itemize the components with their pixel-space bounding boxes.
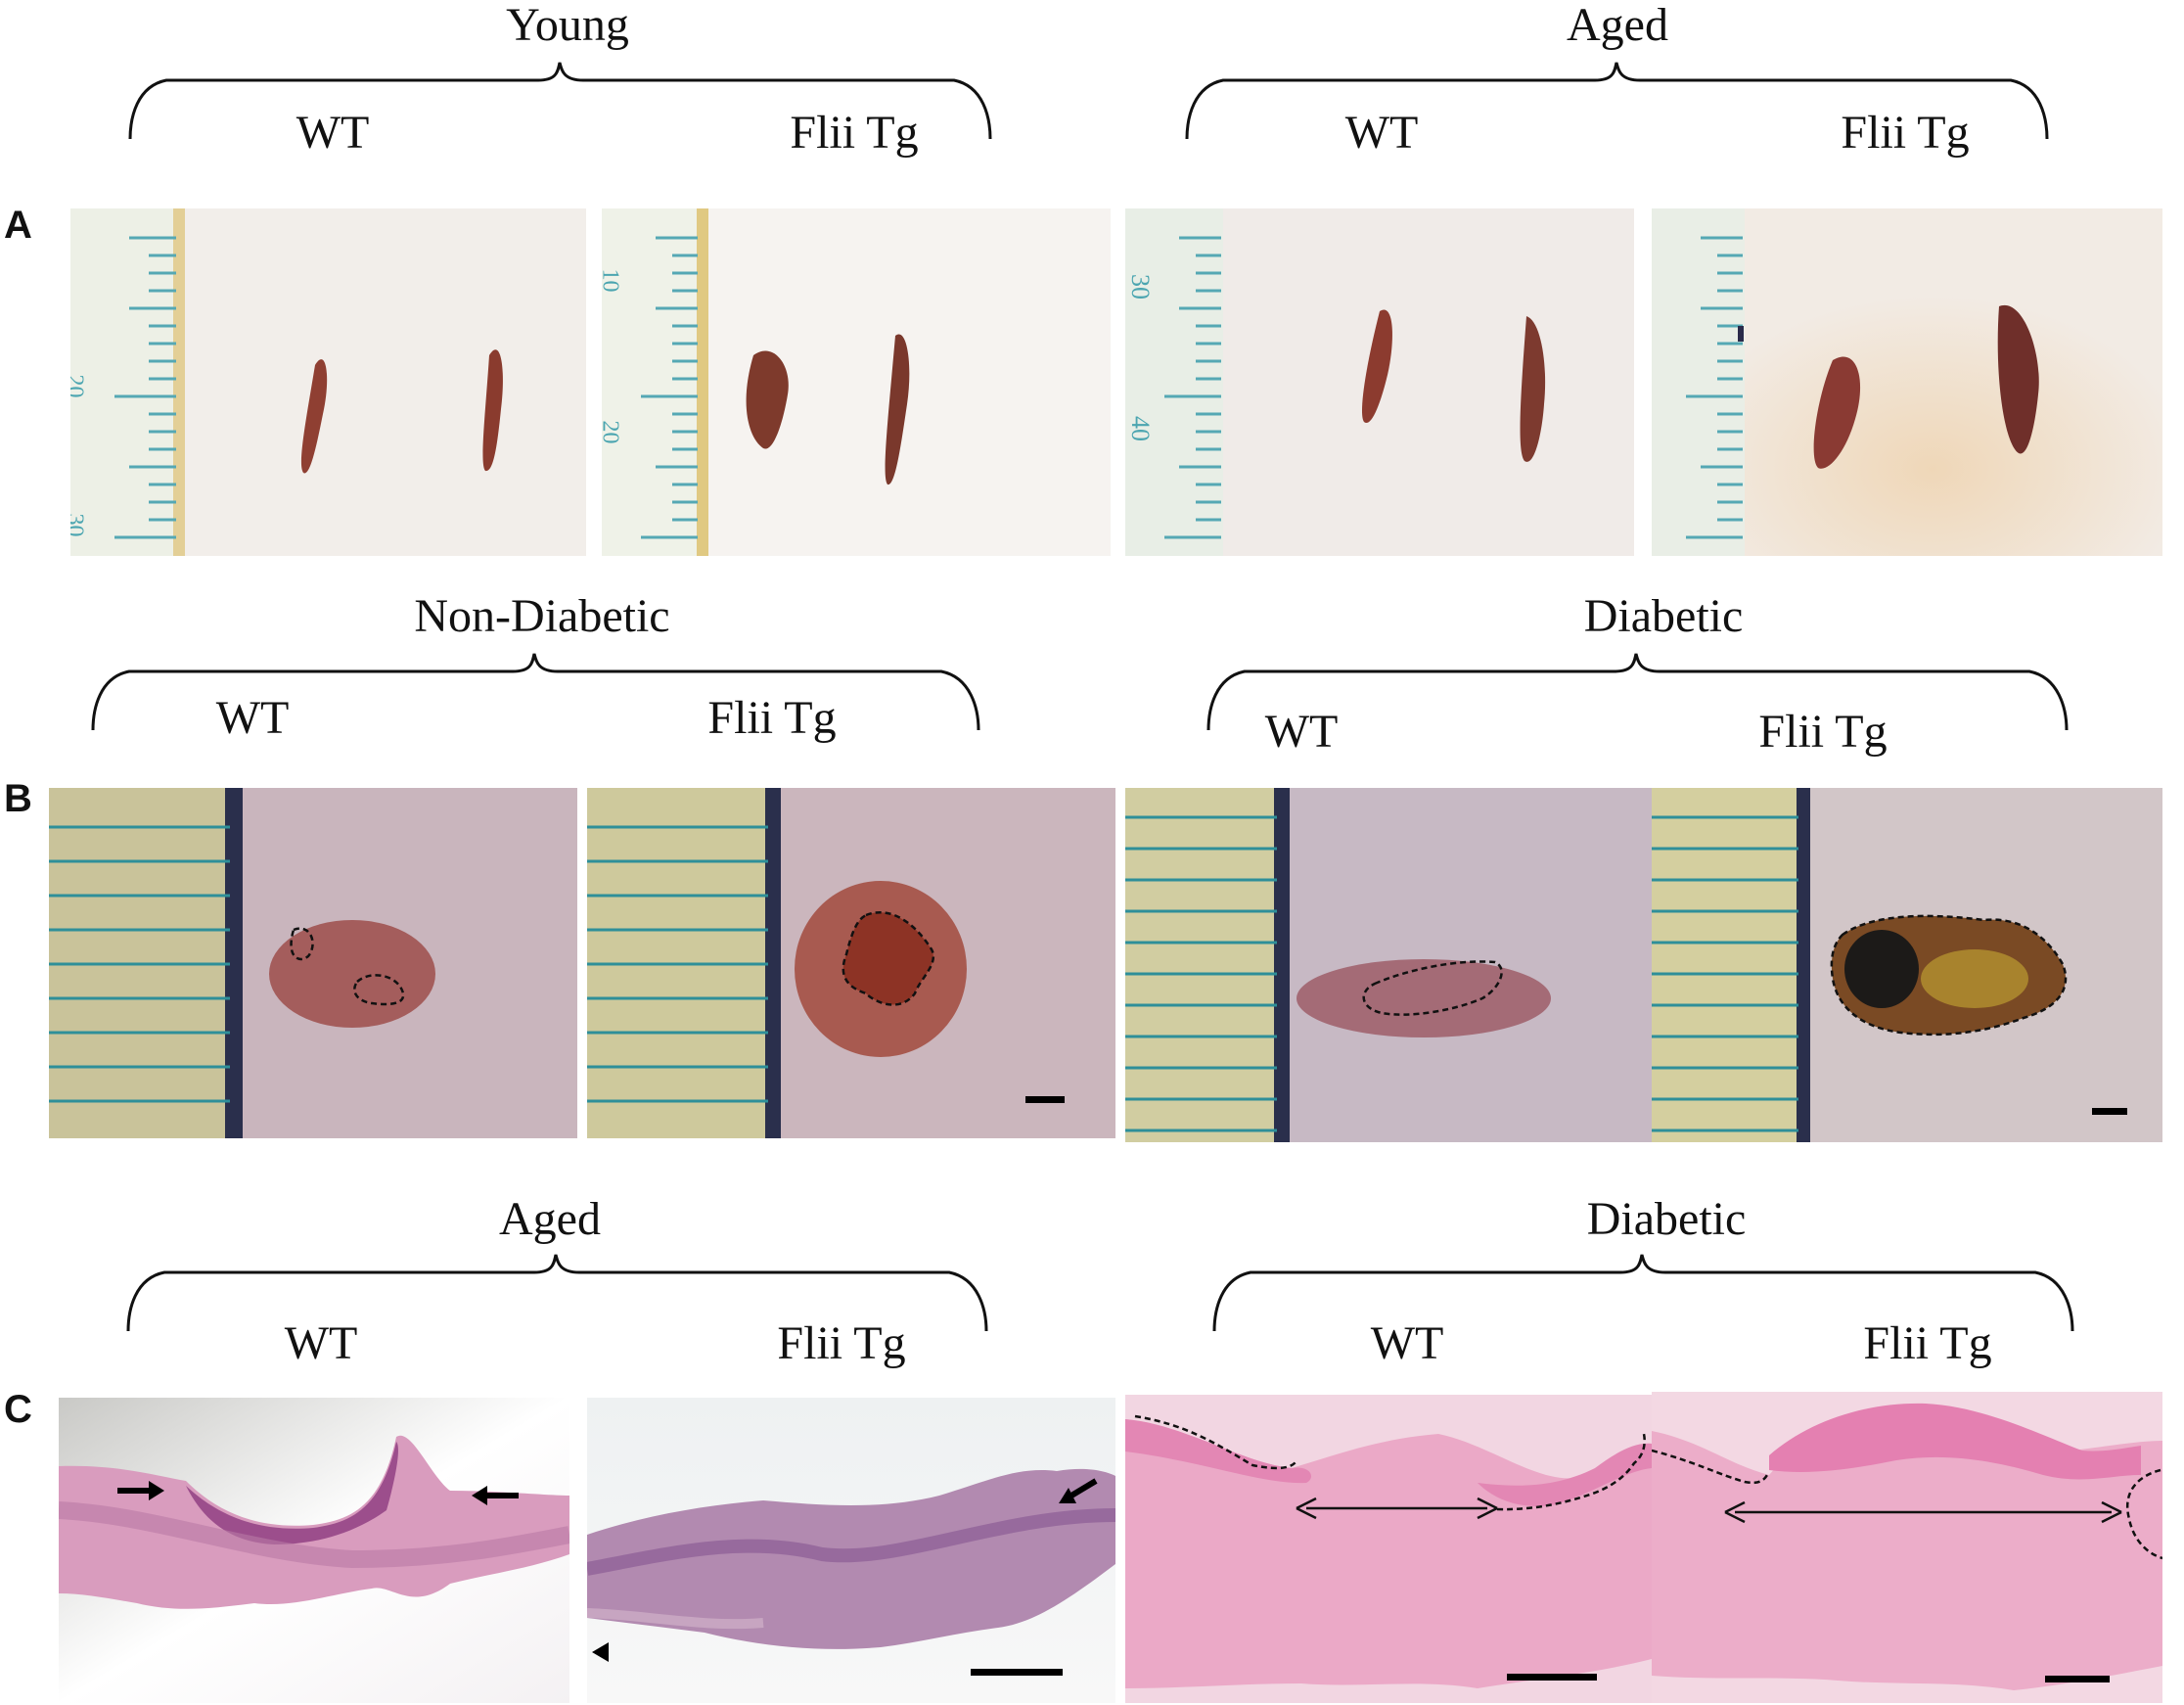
panel-letter-a: A — [4, 204, 32, 247]
col-label-diab-wt: WT — [1264, 706, 1339, 758]
histology-c-diab-wt — [1125, 1395, 1652, 1703]
col-label-young-wt: WT — [296, 107, 370, 159]
photo-b-diab-flii — [1652, 788, 2162, 1142]
panel-letter-c: C — [4, 1388, 32, 1431]
col-label-c-diab-wt: WT — [1370, 1317, 1444, 1369]
scale-bar — [2092, 1108, 2127, 1115]
col-label-aged-wt: WT — [1344, 107, 1419, 159]
photo-a-aged-wt: 30 40 — [1125, 208, 1634, 556]
group-title-diabetic-c: Diabetic — [1586, 1193, 1747, 1245]
col-label-young-flii: Flii Tg — [790, 107, 919, 159]
col-label-c-diab-flii: Flii Tg — [1863, 1317, 1992, 1369]
bracket-diabetic-c — [1212, 1254, 2074, 1332]
scale-bar — [1025, 1096, 1065, 1103]
photo-a-aged-flii — [1652, 208, 2162, 556]
group-title-diabetic-b: Diabetic — [1583, 590, 1744, 642]
scale-bar — [971, 1669, 1063, 1676]
group-title-young: Young — [506, 0, 629, 51]
bracket-aged-a — [1185, 62, 2049, 140]
scale-bar — [2045, 1676, 2110, 1682]
histology-c-aged-wt — [59, 1398, 569, 1703]
bracket-aged-c — [126, 1254, 988, 1332]
ruler-number: 10 — [602, 268, 623, 293]
panel-letter-b: B — [4, 777, 32, 820]
col-label-nd-flii: Flii Tg — [707, 692, 837, 744]
bracket-non-diabetic — [91, 653, 980, 731]
col-label-diab-flii: Flii Tg — [1758, 706, 1888, 758]
group-title-non-diabetic: Non-Diabetic — [414, 590, 670, 642]
col-label-c-aged-wt: WT — [284, 1317, 358, 1369]
scale-bar — [1507, 1674, 1597, 1681]
histology-c-aged-flii — [587, 1398, 1115, 1703]
ruler-number: 20 — [70, 374, 88, 398]
photo-b-nd-flii — [587, 788, 1115, 1138]
photo-b-nd-wt — [49, 788, 577, 1138]
ruler-number: 40 — [1126, 416, 1155, 441]
histology-c-diab-flii — [1652, 1392, 2162, 1703]
col-label-aged-flii: Flii Tg — [1841, 107, 1970, 159]
bracket-young — [128, 62, 992, 140]
group-title-aged-a: Aged — [1567, 0, 1668, 51]
photo-a-young-flii: 10 20 — [602, 208, 1111, 556]
photo-a-young-wt: 20 30 — [70, 208, 586, 556]
ruler-number: 20 — [602, 420, 623, 444]
col-label-nd-wt: WT — [215, 692, 290, 744]
ruler-number: 30 — [70, 513, 88, 537]
group-title-aged-c: Aged — [499, 1193, 601, 1245]
ruler-number: 30 — [1126, 274, 1155, 300]
bracket-diabetic-b — [1206, 653, 2069, 731]
photo-b-diab-wt — [1125, 788, 1652, 1142]
col-label-c-aged-flii: Flii Tg — [777, 1317, 906, 1369]
